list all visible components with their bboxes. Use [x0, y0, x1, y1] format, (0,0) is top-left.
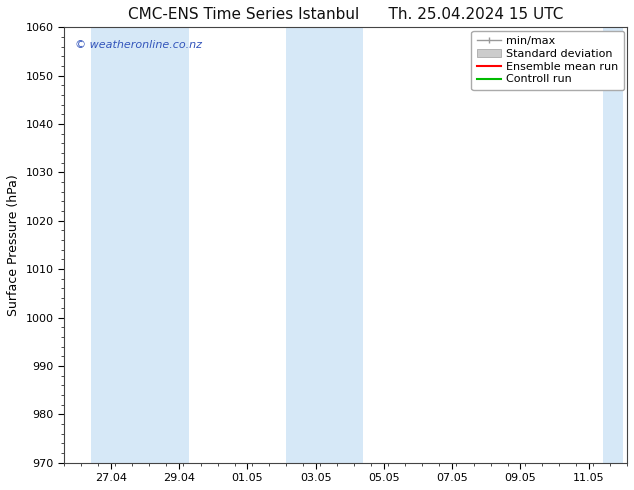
Bar [162, 27, 189, 463]
Y-axis label: Surface Pressure (hPa): Surface Pressure (hPa) [7, 174, 20, 316]
Legend: min/max, Standard deviation, Ensemble mean run, Controll run: min/max, Standard deviation, Ensemble me… [472, 30, 624, 90]
Bar [603, 27, 623, 463]
Bar [287, 27, 335, 463]
Bar [91, 27, 162, 463]
Title: CMC-ENS Time Series Istanbul      Th. 25.04.2024 15 UTC: CMC-ENS Time Series Istanbul Th. 25.04.2… [128, 7, 563, 22]
Text: © weatheronline.co.nz: © weatheronline.co.nz [75, 40, 202, 50]
Bar [335, 27, 363, 463]
